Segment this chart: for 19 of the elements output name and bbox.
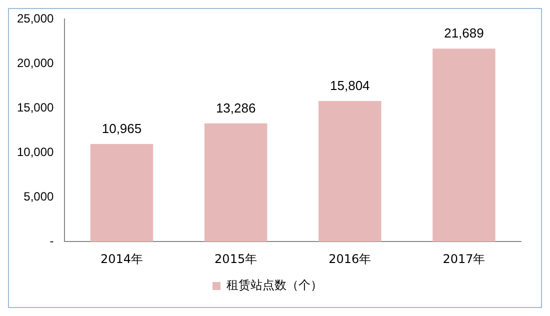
x-tick-label: 2015年 [214, 252, 258, 266]
data-label: 13,286 [216, 100, 256, 116]
data-label: 10,965 [102, 121, 142, 136]
y-tick-label: 5,000 [24, 189, 54, 204]
bar [90, 144, 154, 242]
x-tick-label: 2016年 [328, 252, 372, 266]
legend-label: 租赁站点数（个） [226, 278, 322, 292]
x-tick-label: 2014年 [100, 252, 144, 266]
data-label: 21,689 [444, 26, 484, 41]
data-label: 15,804 [330, 78, 370, 94]
y-tick-label: - [50, 234, 54, 248]
y-tick-label: 15,000 [17, 100, 54, 114]
y-tick-label: 20,000 [17, 56, 54, 70]
bar [204, 123, 268, 242]
x-tick-label: 2017年 [442, 252, 486, 266]
y-tick-label: 10,000 [17, 144, 54, 159]
bar [318, 101, 382, 242]
bar [432, 48, 496, 242]
y-tick-label: 25,000 [17, 12, 54, 26]
